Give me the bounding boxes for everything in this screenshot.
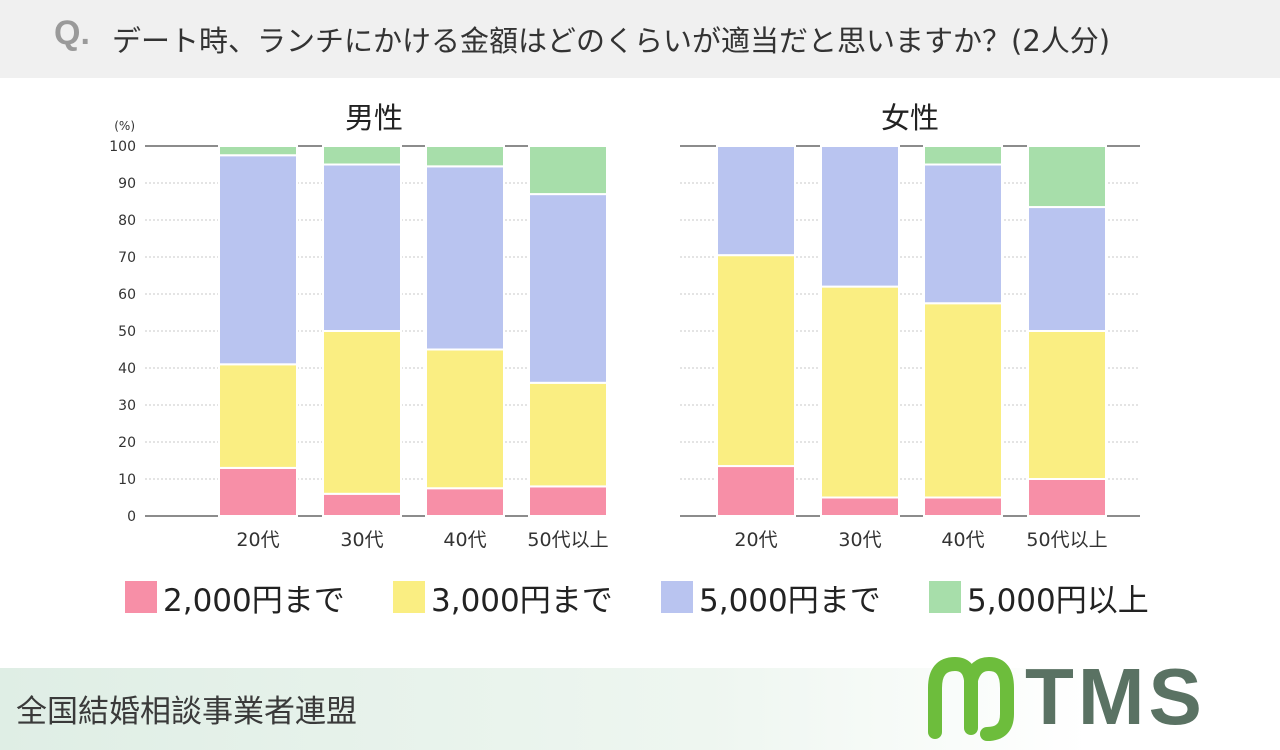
- female-bar-upto-3000-1: [820, 285, 900, 499]
- female-bar-upto-5000-2: [923, 163, 1003, 305]
- male-category-label: 40代: [443, 529, 486, 551]
- male-ytick-label: 10: [118, 472, 136, 488]
- male-bar-upto-2000-1: [322, 492, 402, 517]
- female-bar-over-5000-3: [1027, 145, 1107, 209]
- legend-item-upto-5000: 5,000円まで: [661, 576, 881, 619]
- legend-item-upto-3000: 3,000円まで: [393, 576, 613, 619]
- male-category-label: 50代以上: [527, 529, 608, 551]
- male-bar-upto-5000-0: [218, 154, 298, 366]
- legend-item-upto-2000: 2,000円まで: [125, 576, 345, 619]
- male-ytick-label: 20: [118, 435, 136, 451]
- organization-name: 全国結婚相談事業者連盟: [16, 694, 357, 730]
- female-chart-title: 女性: [881, 101, 939, 135]
- male-bar-upto-3000-1: [322, 330, 402, 495]
- legend-label-upto-2000: 2,000円まで: [163, 582, 345, 619]
- legend-label-upto-3000: 3,000円まで: [431, 582, 613, 619]
- male-ylabel: (%): [114, 119, 135, 133]
- legend-item-over-5000: 5,000円以上: [929, 576, 1149, 619]
- male-bar-upto-2000-0: [218, 466, 298, 517]
- legend-label-over-5000: 5,000円以上: [967, 582, 1149, 619]
- male-ytick-label: 50: [118, 324, 136, 340]
- charts-area: 0 10 20 30 40 50 60 70 80 90 100 (%) 男性 20代 30代 40代 50代以…: [109, 101, 1140, 551]
- question-mark-label: Q.: [54, 14, 90, 52]
- male-ytick-label: 40: [118, 361, 136, 377]
- legend-swatch-upto-3000: [393, 581, 425, 613]
- male-ytick-label: 100: [109, 139, 136, 155]
- female-category-label: 20代: [734, 529, 777, 551]
- tms-logo: TMS: [925, 652, 1265, 742]
- legend-label-upto-5000: 5,000円まで: [699, 582, 881, 619]
- question-text: デート時、ランチにかける金額はどのくらいが適当だと思いますか？(2人分): [112, 24, 1111, 58]
- male-ytick-label: 30: [118, 398, 136, 414]
- male-category-label: 30代: [340, 529, 383, 551]
- male-bar-upto-5000-1: [322, 163, 402, 332]
- female-bar-upto-2000-0: [716, 465, 796, 517]
- male-bar-upto-2000-3: [528, 485, 608, 517]
- male-ytick-label: 60: [118, 287, 136, 303]
- male-chart-title: 男性: [345, 101, 403, 135]
- legend-swatch-over-5000: [929, 581, 961, 613]
- female-category-label: 40代: [941, 529, 984, 551]
- legend-swatch-upto-5000: [661, 581, 693, 613]
- header-bar: Q. デート時、ランチにかける金額はどのくらいが適当だと思いますか？(2人分): [0, 0, 1280, 78]
- male-ytick-label: 0: [127, 509, 136, 525]
- male-bar-over-5000-0: [218, 145, 298, 157]
- male-ytick-label: 90: [118, 176, 136, 192]
- tms-logo-mark-icon: [928, 657, 1014, 741]
- female-bar-upto-2000-1: [820, 496, 900, 517]
- male-bar-over-5000-1: [322, 145, 402, 166]
- female-bar-upto-3000-3: [1027, 330, 1107, 480]
- male-bar-over-5000-2: [425, 145, 505, 168]
- female-bar-upto-2000-3: [1027, 478, 1107, 517]
- female-bar-upto-5000-0: [716, 145, 796, 257]
- male-bar-upto-5000-2: [425, 165, 505, 351]
- male-bar-upto-2000-2: [425, 487, 505, 517]
- male-ytick-label: 70: [118, 250, 136, 266]
- female-bar-upto-5000-1: [820, 145, 900, 288]
- female-bar-upto-5000-3: [1027, 206, 1107, 332]
- female-category-label: 50代以上: [1026, 529, 1107, 551]
- female-bar-over-5000-2: [923, 145, 1003, 166]
- female-bar-upto-3000-2: [923, 302, 1003, 499]
- legend-swatch-upto-2000: [125, 581, 157, 613]
- female-category-label: 30代: [838, 529, 881, 551]
- male-bar-upto-3000-0: [218, 363, 298, 469]
- male-bar-upto-3000-2: [425, 348, 505, 490]
- male-bar-over-5000-3: [528, 145, 608, 196]
- male-bar-upto-5000-3: [528, 193, 608, 384]
- male-ytick-label: 80: [118, 213, 136, 229]
- female-bar-upto-3000-0: [716, 254, 796, 468]
- male-category-label: 20代: [236, 529, 279, 551]
- male-bar-upto-3000-3: [528, 381, 608, 488]
- footer-band: 全国結婚相談事業者連盟: [0, 668, 1280, 750]
- female-bar-upto-2000-2: [923, 496, 1003, 517]
- tms-logo-text: TMS: [1025, 652, 1206, 741]
